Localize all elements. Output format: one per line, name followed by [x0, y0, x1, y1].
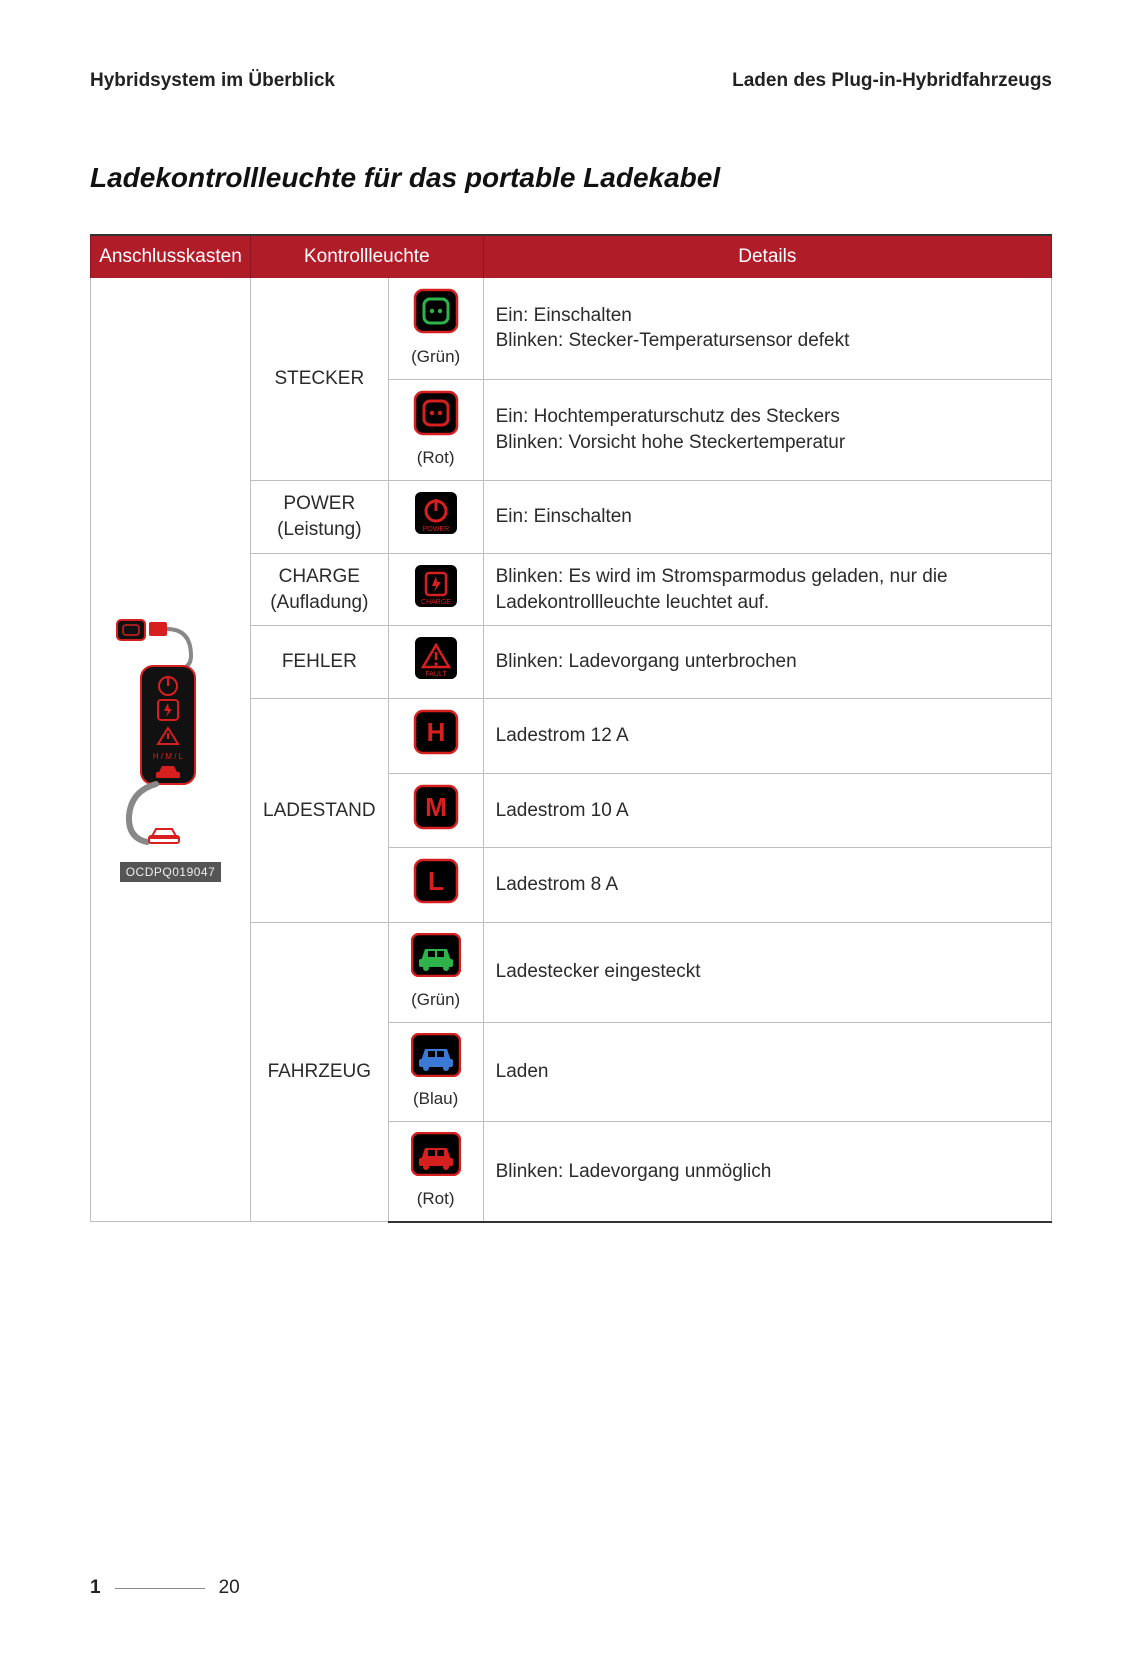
indicator-details: Ein: EinschaltenBlinken: Stecker-Tempera…	[483, 278, 1051, 379]
svg-text:H: H	[426, 717, 445, 747]
indicator-group-label: LADESTAND	[251, 699, 389, 923]
indicator-group-label: FAHRZEUG	[251, 923, 389, 1222]
svg-text:H / M / L: H / M / L	[152, 752, 183, 761]
svg-text:M: M	[425, 792, 447, 822]
svg-text:CHARGE: CHARGE	[421, 599, 451, 606]
col-indicator: Kontrollleuchte	[251, 235, 484, 278]
charge-indicator-icon: CHARGE	[388, 553, 483, 626]
car-indicator-icon: (Rot)	[388, 1122, 483, 1222]
letter-indicator-icon: H	[388, 699, 483, 774]
indicator-details: Blinken: Ladevorgang unmöglich	[483, 1122, 1051, 1222]
indicator-details: Ein: Hochtemperaturschutz des SteckersBl…	[483, 379, 1051, 481]
indicator-group-label: POWER(Leistung)	[251, 481, 389, 554]
device-code: OCDPQ019047	[120, 862, 222, 882]
indicator-group-label: STECKER	[251, 278, 389, 481]
col-device: Anschlusskasten	[91, 235, 251, 278]
footer-separator	[115, 1588, 205, 1589]
power-indicator-icon: POWER	[388, 481, 483, 554]
indicator-group-label: CHARGE(Aufladung)	[251, 553, 389, 626]
letter-indicator-icon: M	[388, 773, 483, 848]
letter-indicator-icon: L	[388, 848, 483, 923]
footer-page: 20	[219, 1577, 240, 1599]
footer-chapter: 1	[90, 1577, 101, 1599]
indicator-details: Blinken: Ladevorgang unterbrochen	[483, 626, 1051, 699]
indicator-details: Ladestrom 12 A	[483, 699, 1051, 774]
plug-indicator-icon: (Grün)	[388, 278, 483, 379]
svg-text:FAULT: FAULT	[425, 671, 447, 678]
indicator-details: Laden	[483, 1022, 1051, 1122]
device-illustration: H / M / L OCDPQ019047	[91, 278, 251, 1222]
indicator-details: Blinken: Es wird im Stromsparmodus gelad…	[483, 553, 1051, 626]
indicator-details: Ladestrom 8 A	[483, 848, 1051, 923]
indicator-details: Ladestrom 10 A	[483, 773, 1051, 848]
svg-text:POWER: POWER	[422, 526, 448, 533]
car-indicator-icon: (Blau)	[388, 1022, 483, 1122]
fault-indicator-icon: FAULT	[388, 626, 483, 699]
car-indicator-icon: (Grün)	[388, 923, 483, 1023]
indicator-table: Anschlusskasten Kontrollleuchte Details …	[90, 234, 1052, 1223]
svg-text:L: L	[428, 866, 444, 896]
plug-indicator-icon: (Rot)	[388, 379, 483, 481]
header-left: Hybridsystem im Überblick	[90, 70, 335, 92]
running-header: Hybridsystem im Überblick Laden des Plug…	[90, 70, 1052, 92]
page-footer: 1 20	[90, 1577, 240, 1599]
header-right: Laden des Plug-in-Hybridfahrzeugs	[732, 70, 1052, 92]
indicator-details: Ladestecker eingesteckt	[483, 923, 1051, 1023]
section-title: Ladekontrollleuchte für das portable Lad…	[90, 162, 1052, 194]
indicator-details: Ein: Einschalten	[483, 481, 1051, 554]
col-details: Details	[483, 235, 1051, 278]
indicator-group-label: FEHLER	[251, 626, 389, 699]
